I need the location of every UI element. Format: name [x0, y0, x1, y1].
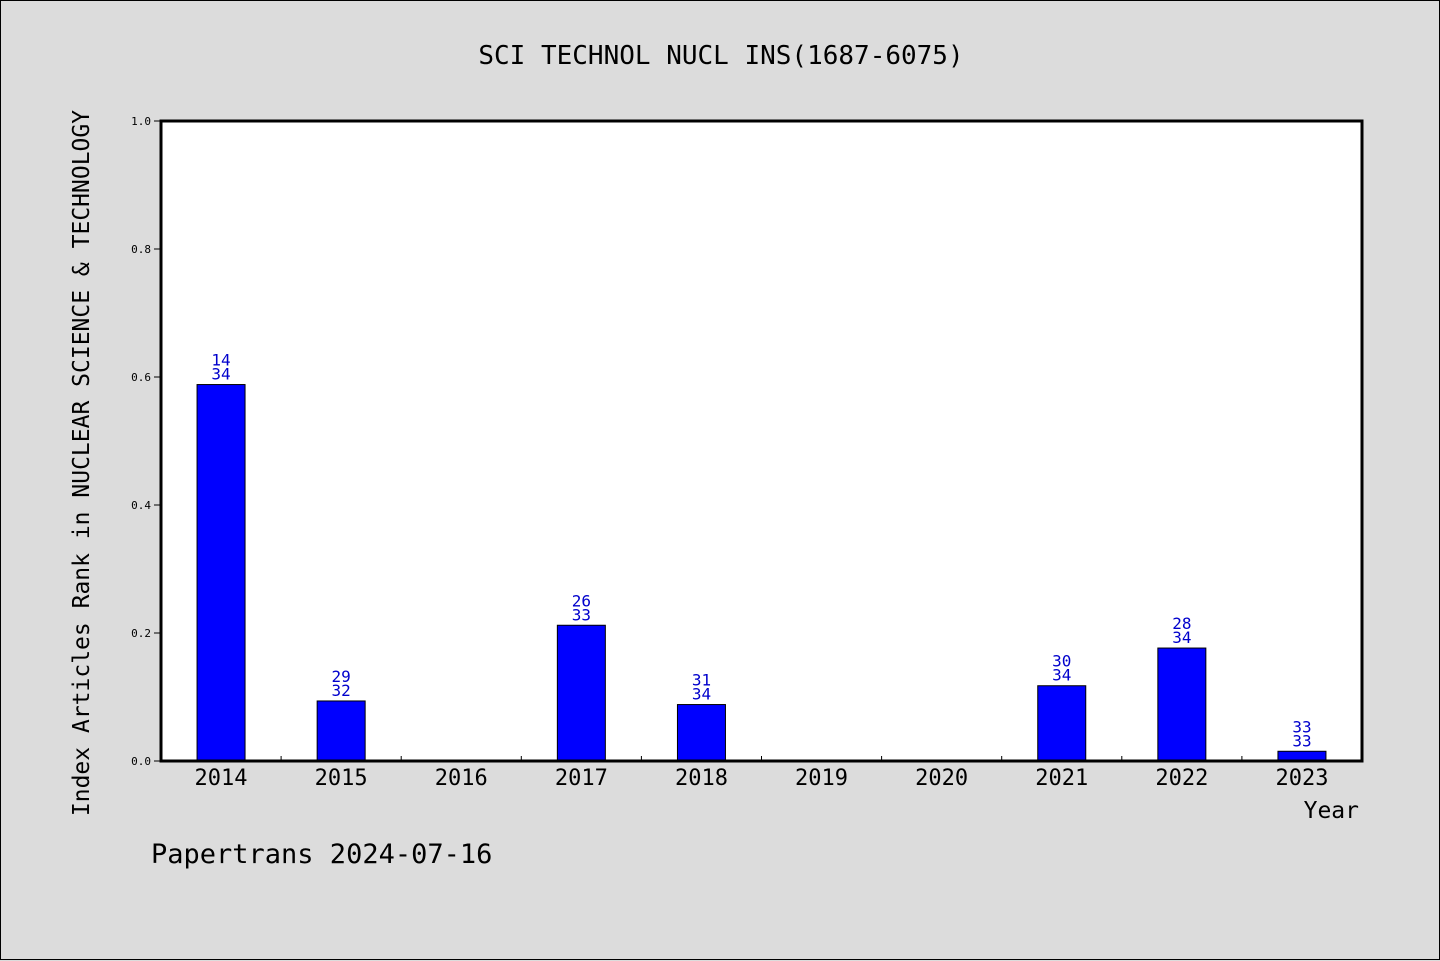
x-tick-label: 2021 — [1035, 766, 1088, 791]
x-axis: 2014 2015 2016 2017 2018 2019 2020 2021 2022 2023 — [195, 756, 1328, 791]
x-tick-label: 2020 — [915, 766, 968, 791]
x-tick-label: 2015 — [315, 766, 368, 791]
bar-label-rank: 26 — [572, 591, 591, 610]
chart-title: SCI TECHNOL NUCL INS(1687-6075) — [478, 41, 963, 71]
bar-label-total: 34 — [211, 365, 230, 384]
x-tick-label: 2017 — [555, 766, 608, 791]
bar-label-rank: 31 — [692, 671, 711, 690]
y-tick-label: 1.0 — [131, 115, 151, 128]
y-tick-label: 0.0 — [131, 755, 151, 768]
bar-label-total: 33 — [572, 605, 591, 624]
x-tick-label: 2019 — [795, 766, 848, 791]
y-axis-title: Index Articles Rank in NUCLEAR SCIENCE &… — [69, 110, 95, 816]
bar-label-total: 34 — [1172, 628, 1191, 647]
x-tick-label: 2016 — [435, 766, 488, 791]
bar-label-rank: 14 — [211, 351, 230, 370]
bar-label-rank: 33 — [1292, 717, 1311, 736]
bars — [196, 384, 1327, 762]
bar-label-rank: 28 — [1172, 614, 1191, 633]
x-axis-title: Year — [1304, 798, 1359, 824]
bar-label-total: 34 — [1052, 666, 1071, 685]
x-tick-label: 2018 — [675, 766, 728, 791]
bar-2017 — [556, 624, 606, 762]
bar-2014 — [196, 384, 246, 762]
y-tick-label: 0.4 — [131, 499, 151, 512]
bar-2015 — [316, 700, 366, 762]
y-tick-label: 0.8 — [131, 243, 151, 256]
x-tick-label: 2023 — [1275, 766, 1328, 791]
bar-label-total: 34 — [692, 685, 711, 704]
bar-2022 — [1157, 647, 1207, 762]
x-tick-label: 2022 — [1155, 766, 1208, 791]
y-axis: 0.0 0.2 0.4 0.6 0.8 1.0 — [131, 115, 161, 768]
bar-2018 — [676, 704, 726, 762]
x-tick-label: 2014 — [195, 766, 248, 791]
bar-label-total: 33 — [1292, 731, 1311, 750]
bar-2021 — [1037, 685, 1087, 762]
bar-label-rank: 30 — [1052, 652, 1071, 671]
y-tick-label: 0.6 — [131, 371, 151, 384]
bar-label-total: 32 — [332, 681, 351, 700]
plot-border — [159, 119, 1364, 763]
y-tick-label: 0.2 — [131, 627, 151, 640]
bar-label-rank: 29 — [332, 667, 351, 686]
footer-credit: Papertrans 2024-07-16 — [151, 839, 492, 870]
